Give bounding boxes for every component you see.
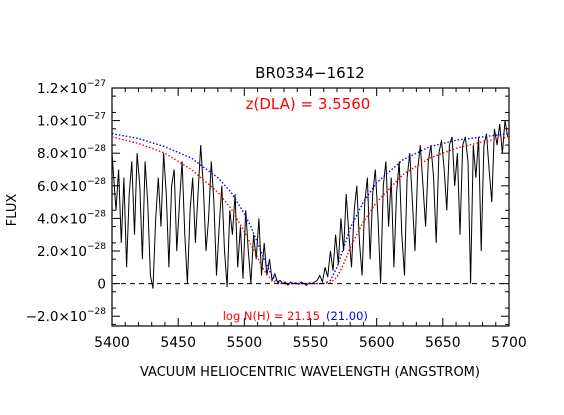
- plot-frame: [111, 87, 510, 327]
- y-axis-ticks: −2.0×10−28 0 2.0×10−28 4.0×10−28 6.0×10−28 8.…: [26, 79, 509, 325]
- x-tick-label: 5400: [94, 335, 130, 351]
- y-tick-label: 6.0×10−28: [37, 177, 106, 195]
- y-tick-label: 0: [97, 277, 106, 293]
- fit-red-dotted-line: [111, 136, 510, 285]
- x-tick-label: 5600: [359, 335, 395, 351]
- chart-title: BR0334−1612: [255, 64, 365, 82]
- spectrum-line: [111, 120, 509, 289]
- x-axis-label: VACUUM HELIOCENTRIC WAVELENGTH (ANGSTROM…: [140, 365, 480, 380]
- x-tick-label: 5550: [293, 335, 329, 351]
- redshift-annotation: z(DLA) = 3.5560: [246, 95, 371, 113]
- y-tick-label: 2.0×10−28: [37, 242, 106, 260]
- y-axis-label: FLUX: [5, 194, 20, 227]
- fit-blue-dotted-line: [111, 132, 510, 285]
- x-tick-label: 5700: [491, 335, 527, 351]
- spectrum-series-group: [111, 120, 510, 289]
- y-tick-label: 4.0×10−28: [37, 209, 106, 227]
- y-tick-label: 8.0×10−28: [37, 144, 106, 162]
- x-tick-label: 5650: [425, 335, 461, 351]
- x-axis-ticks: 5400 5450 5500 5550 5600 5650 5700: [94, 88, 527, 351]
- x-tick-label: 5450: [160, 335, 196, 351]
- logN-main-annotation: log N(H) = 21.15: [223, 309, 320, 323]
- y-tick-label: 1.2×10−27: [37, 79, 106, 97]
- x-tick-label: 5500: [227, 335, 263, 351]
- logN-alt-annotation: (21.00): [326, 309, 368, 323]
- y-tick-label: 1.0×10−27: [37, 112, 106, 130]
- y-tick-label: −2.0×10−28: [26, 307, 107, 325]
